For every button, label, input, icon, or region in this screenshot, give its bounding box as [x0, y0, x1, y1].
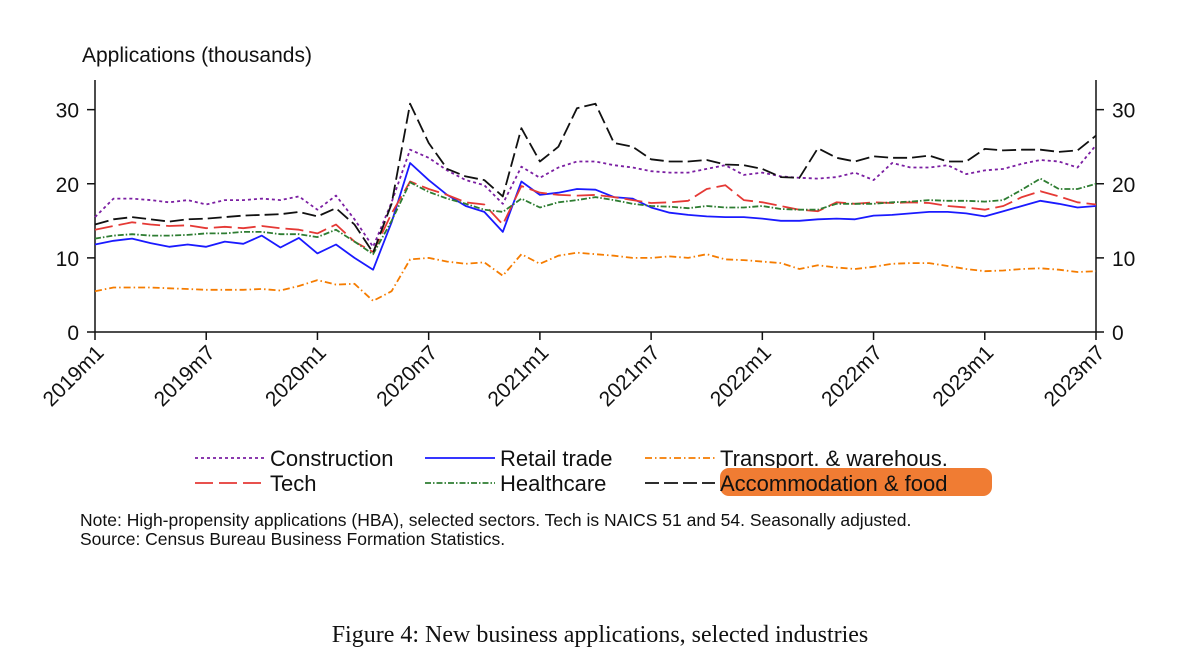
legend-label: Accommodation & food [720, 471, 947, 496]
y-axis-title: Applications (thousands) [82, 44, 312, 67]
legend-label: Transport. & warehous. [720, 446, 948, 471]
x-tick-labels: 2019m1 2019m7 2020m1 2020m7 2021m1 2021m7 2022… [39, 332, 1110, 411]
series-line-retail-trade [94, 162, 1097, 271]
y-tick-labels: 0 0 10 10 20 20 30 30 [56, 100, 1136, 345]
series-line-tech [94, 180, 1097, 253]
legend-label: Tech [270, 471, 316, 496]
figure-note: Note: High-propensity applications (HBA)… [80, 511, 911, 549]
y-tick-label-left: 10 [56, 248, 79, 271]
legend-label: Construction [270, 446, 394, 471]
x-tick-label: 2022m7 [817, 341, 887, 411]
y-tick-label-right: 0 [1112, 322, 1124, 345]
y-tick-label-left: 0 [67, 322, 79, 345]
y-tick-label-right: 20 [1112, 174, 1135, 197]
plot-area [94, 80, 1097, 333]
x-tick-label: 2021m7 [595, 341, 665, 411]
legend-label: Healthcare [500, 471, 606, 496]
figure-caption: Figure 4: New business applications, sel… [331, 622, 869, 648]
y-tick-label-left: 20 [56, 174, 79, 197]
y-tick-label-left: 30 [56, 100, 79, 123]
series-line-accommodation-food [94, 102, 1097, 254]
x-tick-label: 2023m7 [1040, 341, 1110, 411]
x-tick-label: 2020m1 [261, 341, 331, 411]
x-tick-label: 2019m1 [39, 341, 109, 411]
x-tick-label: 2021m1 [483, 341, 553, 411]
series-line-construction [94, 144, 1097, 248]
x-tick-label: 2022m1 [706, 341, 776, 411]
series-line-healthcare [94, 177, 1097, 256]
x-tick-label: 2019m7 [150, 341, 220, 411]
note-line: Note: High-propensity applications (HBA)… [80, 510, 912, 530]
x-tick-label: 2020m7 [372, 341, 442, 411]
series-line-transport-warehous [94, 251, 1097, 302]
source-line: Source: Census Bureau Business Formation… [80, 529, 506, 549]
legend-highlight [720, 468, 992, 496]
y-tick-label-right: 10 [1112, 248, 1135, 271]
x-tick-label: 2023m1 [928, 341, 998, 411]
y-tick-label-right: 30 [1112, 100, 1135, 123]
legend: Construction Retail trade Transport. & war… [195, 446, 992, 496]
legend-label: Retail trade [500, 446, 613, 471]
